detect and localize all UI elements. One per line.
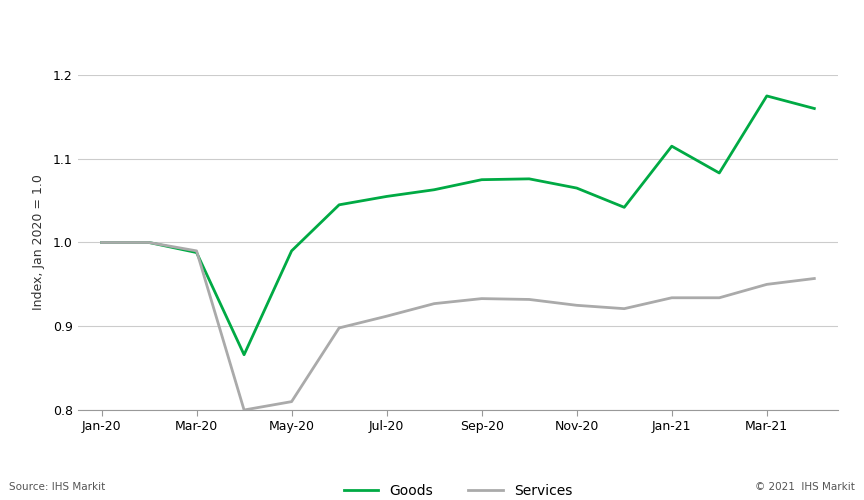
Text: © 2021  IHS Markit: © 2021 IHS Markit [755,482,855,492]
Text: Real consumer spending on goods had recovered by June 2020: Real consumer spending on goods had reco… [10,26,627,45]
Y-axis label: Index, Jan 2020 = 1.0: Index, Jan 2020 = 1.0 [32,174,45,310]
Legend: Goods, Services: Goods, Services [338,478,578,500]
Text: Source: IHS Markit: Source: IHS Markit [9,482,105,492]
